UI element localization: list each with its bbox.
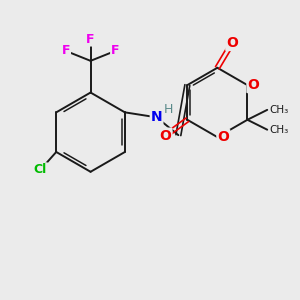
Text: CH₃: CH₃ [269,125,288,135]
Text: F: F [61,44,70,57]
Text: O: O [248,78,259,92]
Text: F: F [111,44,120,57]
Text: H: H [164,103,173,116]
Text: F: F [86,32,95,46]
Text: O: O [218,130,229,144]
Text: Cl: Cl [34,163,47,176]
Text: O: O [160,129,172,142]
Text: N: N [151,110,162,124]
Text: O: O [226,36,238,50]
Text: CH₃: CH₃ [269,105,288,115]
